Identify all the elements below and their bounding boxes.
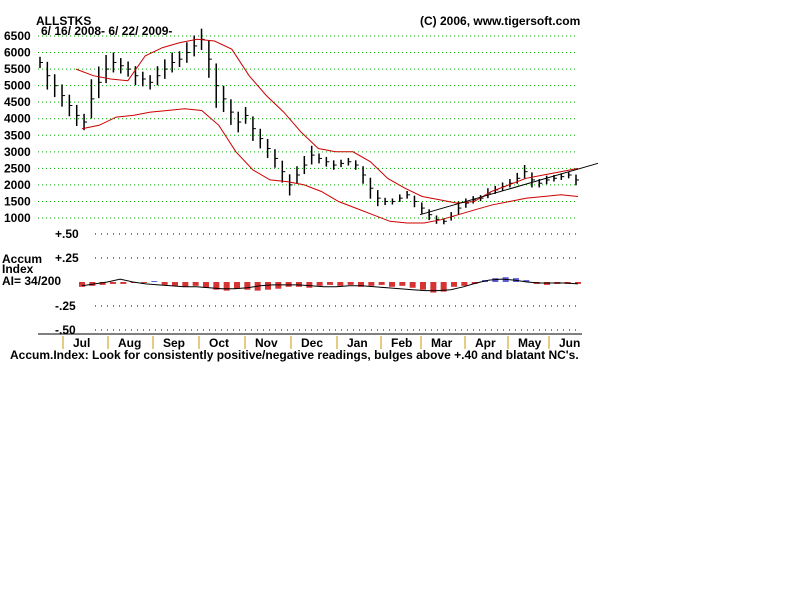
accum-bar [420,282,426,290]
accum-bar [451,282,457,287]
accum-bar [110,282,116,284]
price-bars [39,28,579,225]
accum-bar [368,282,375,286]
axes: 6500 6000 5500 5000 4500 4000 3500 3000 2500 2000… [4,29,582,350]
accum-bar [203,282,209,288]
month-label: Oct [209,336,229,350]
month-label: Jul [73,336,90,350]
accum-bar [192,282,199,286]
accum-bar [347,282,354,285]
accum-bar [223,282,230,291]
copyright: (C) 2006, www.tigersoft.com [420,14,580,28]
accum-bar [358,282,364,287]
month-label: Feb [391,336,412,350]
price-tick-label: 1000 [4,211,31,225]
accum-bar [141,282,147,283]
accum-bar [120,282,127,284]
price-tick-label: 4500 [4,95,31,109]
ai-label: AI= 34/200 [2,274,61,288]
price-tick-label: 6000 [4,46,31,60]
month-label: Aug [118,336,141,350]
accum-tick-label: -.25 [55,299,76,313]
accum-bar [172,282,178,286]
accum-tick-label: -.50 [55,323,76,337]
accum-bar [399,282,406,286]
upper-band-line [75,38,579,204]
accum-bar [523,280,530,282]
accum-bar [234,282,240,289]
price-tick-label: 3500 [4,128,31,142]
accum-bar [161,282,168,285]
accum-bar [244,282,251,290]
accum-bar [430,282,437,293]
accum-label: Accum [2,252,42,266]
accum-bar [378,282,385,285]
price-tick-label: 2500 [4,161,31,175]
date-range: 6/ 16/ 2008- 6/ 22/ 2009- [41,24,172,38]
accum-bar [99,282,106,285]
accum-bar [182,282,189,287]
price-tick-label: 4000 [4,112,31,126]
price-tick-label: 6500 [4,29,31,43]
accum-tick-label: +.50 [55,227,79,241]
price-tick-label: 3000 [4,145,31,159]
price-tick-label: 1500 [4,194,31,208]
accum-comparison-line [81,278,579,292]
month-label: May [518,336,542,350]
accum-bar [213,282,220,290]
accum-bar [327,282,333,285]
accum-bar [440,282,447,292]
accum-bar [296,282,302,287]
index-label: Index [2,262,34,276]
accum-bar [79,282,85,287]
month-label: Apr [475,336,496,350]
band-lines [75,38,599,224]
price-tick-label: 5000 [4,79,31,93]
accum-tick-label: +.25 [55,251,79,265]
accum-index-panel [79,277,581,293]
accum-bar [151,281,158,282]
price-tick-label: 5500 [4,62,31,76]
accum-note: Accum.Index: Look for consistently posit… [10,348,579,362]
month-label: Mar [431,336,453,350]
trendline [419,162,599,216]
price-tick-label: 2000 [4,178,31,192]
accum-bar [306,282,313,288]
accum-bar [389,282,395,287]
accum-bar [461,282,468,286]
lower-band-line [81,108,579,224]
month-label: Dec [301,336,323,350]
accum-bar [471,282,478,284]
grid-layer [38,35,578,331]
ticker-title: ALLSTKS [36,14,91,28]
month-label: Nov [255,336,278,350]
month-label: Jun [559,336,580,350]
accum-bar [575,282,581,284]
accum-bar [337,282,344,286]
month-label: Jan [347,336,368,350]
accum-bar [265,282,271,290]
accum-bar [316,282,323,286]
accum-bar [409,282,416,288]
month-label: Sep [163,336,185,350]
